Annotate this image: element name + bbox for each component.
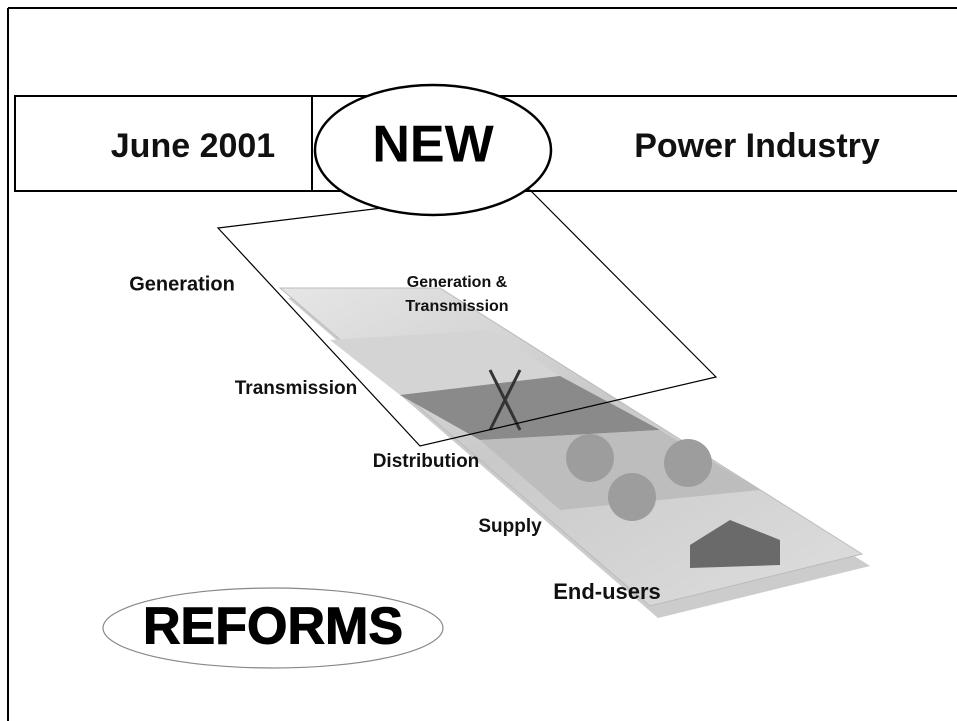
layer-label: End-users	[553, 579, 661, 604]
footer-title: REFORMS	[143, 598, 403, 656]
people-icon	[664, 439, 712, 487]
overlay-label: Generation &	[407, 274, 508, 291]
header-date: June 2001	[111, 127, 275, 165]
header-subject: Power Industry	[634, 127, 880, 165]
layer-label: Transmission	[235, 378, 358, 399]
layer-label: Supply	[478, 516, 542, 537]
header-highlight: NEW	[372, 116, 494, 174]
layer-strip	[280, 288, 870, 618]
layer-label: Generation	[129, 273, 235, 295]
people-icon	[566, 434, 614, 482]
layer-label: Distribution	[373, 451, 480, 472]
people-icon	[608, 473, 656, 521]
slide: June 2001 NEW Power Industry Generation …	[0, 0, 957, 721]
overlay-label: Transmission	[405, 298, 508, 315]
